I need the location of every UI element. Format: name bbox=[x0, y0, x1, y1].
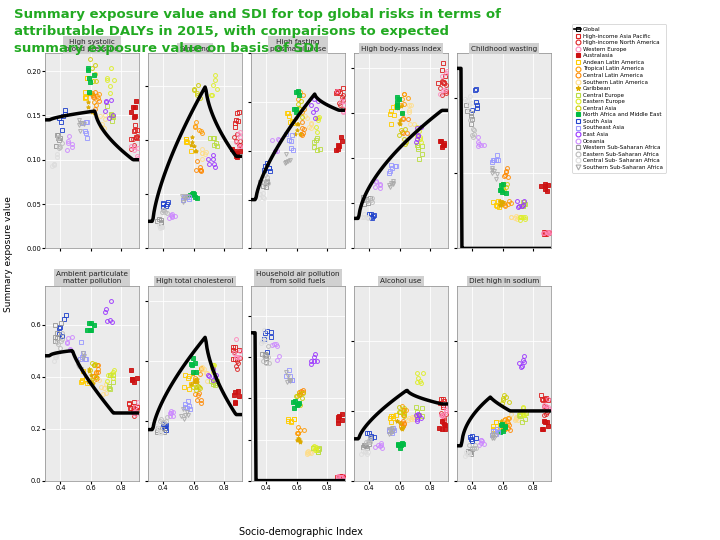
Legend: Global, High-income Asia Pacific, High-income North America, Western Europe, Aus: Global, High-income Asia Pacific, High-i… bbox=[572, 24, 666, 173]
Title: Ambient particulate
matter pollution: Ambient particulate matter pollution bbox=[56, 271, 128, 284]
Title: High systolic
blood pressure: High systolic blood pressure bbox=[66, 38, 119, 52]
Title: Childhood wasting: Childhood wasting bbox=[471, 45, 537, 52]
Title: Alcohol use: Alcohol use bbox=[380, 278, 422, 284]
Title: Smoking: Smoking bbox=[179, 45, 211, 52]
Title: Diet high in sodium: Diet high in sodium bbox=[469, 278, 539, 284]
Title: High total cholesterol: High total cholesterol bbox=[156, 278, 234, 284]
Title: Household air pollution
from solid fuels: Household air pollution from solid fuels bbox=[256, 271, 340, 284]
Text: Summary exposure value and SDI for top global risks in terms of
attributable DAL: Summary exposure value and SDI for top g… bbox=[14, 8, 501, 55]
Title: High fasting
plasma glucose: High fasting plasma glucose bbox=[270, 38, 326, 52]
Title: High body-mass index: High body-mass index bbox=[361, 45, 441, 52]
Text: Summary exposure value: Summary exposure value bbox=[4, 196, 13, 312]
Text: Socio-demographic Index: Socio-demographic Index bbox=[238, 527, 363, 537]
